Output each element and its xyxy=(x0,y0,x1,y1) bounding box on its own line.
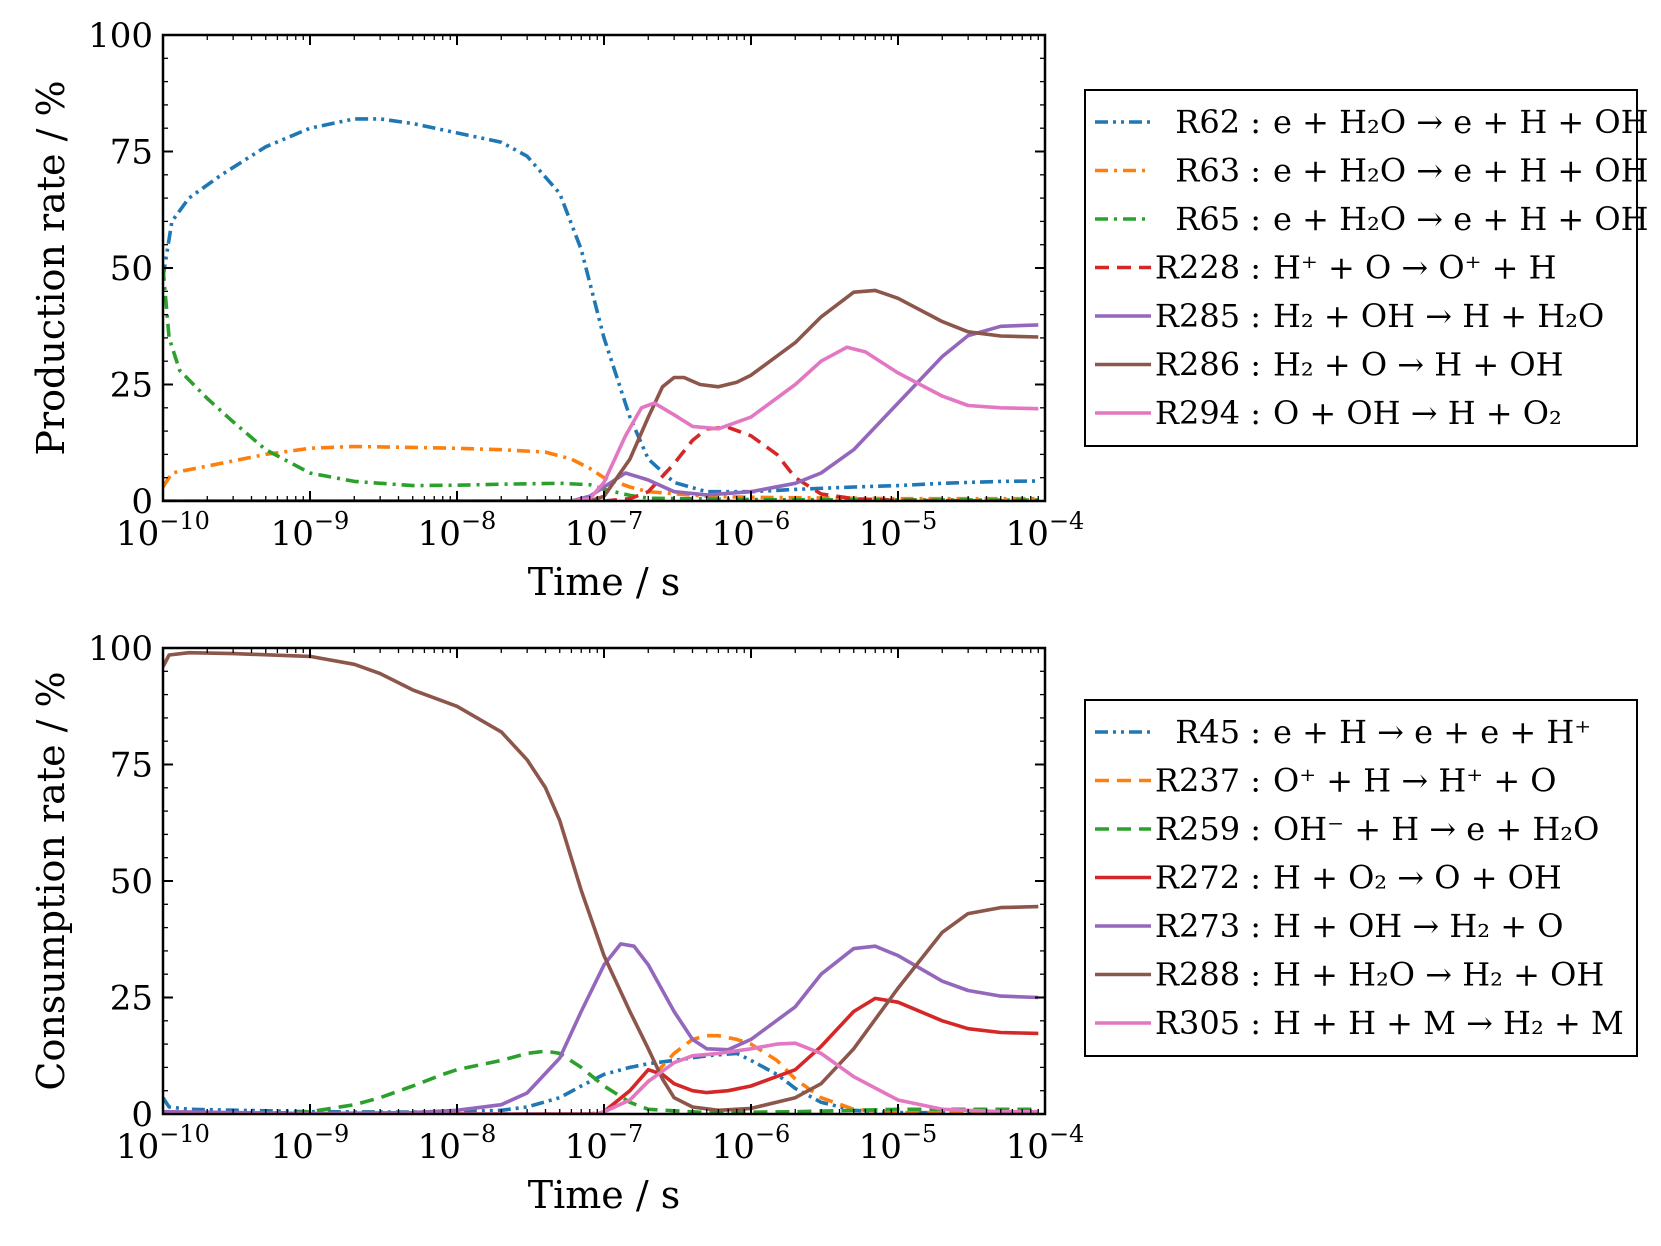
x-tick-label: 10−8 xyxy=(418,1120,497,1167)
legend-equation: H + H₂O → H₂ + OH xyxy=(1273,956,1604,994)
x-tick-label: 10−9 xyxy=(271,1120,350,1167)
y-tick-label: 100 xyxy=(88,629,153,669)
y-tick-label: 50 xyxy=(110,862,153,902)
y-tick-label: 25 xyxy=(110,979,153,1019)
legend-equation: H + O₂ → O + OH xyxy=(1273,859,1562,897)
y-ticks: 0 25 50 75 100 xyxy=(88,629,1045,1135)
series-line-r228 xyxy=(163,425,1039,501)
y-ticks: 0 25 50 75 100 xyxy=(88,16,1045,522)
series-line-r288 xyxy=(163,650,1039,1113)
legend-equation: H₂ + O → H + OH xyxy=(1273,346,1563,384)
y-tick-label: 0 xyxy=(131,482,153,522)
legend-label: R272 : xyxy=(1155,859,1261,897)
y-axis-title: Consumption rate / % xyxy=(29,671,73,1090)
y-tick-label: 100 xyxy=(88,16,153,56)
legend-equation: H⁺ + O → O⁺ + H xyxy=(1273,249,1557,287)
legend-label: R45 : xyxy=(1175,713,1261,751)
x-tick-label: 10−5 xyxy=(859,507,938,554)
production-chart: 10−10 10−9 10−8 10−7 10−6 10−5 10−4 0 25 50 75 100 T… xyxy=(29,16,1649,604)
y-tick-label: 75 xyxy=(110,746,153,786)
x-tick-label: 10−7 xyxy=(565,1120,644,1167)
legend-label: R237 : xyxy=(1155,762,1261,800)
legend-equation: e + H₂O → e + H + OH xyxy=(1273,200,1649,238)
legend-box xyxy=(1084,699,1638,1057)
x-ticks: 10−10 10−9 10−8 10−7 10−6 10−5 10−4 xyxy=(116,648,1084,1167)
x-tick-label: 10−6 xyxy=(712,1120,791,1167)
series-line-r259 xyxy=(163,1049,1039,1114)
legend-equation: H + OH → H₂ + O xyxy=(1273,907,1563,945)
legend-equation: e + H₂O → e + H + OH xyxy=(1273,103,1649,141)
legend: R45 : e + H → e + e + H⁺ R237 : O⁺ + H → H⁺… xyxy=(1084,699,1638,1057)
y-tick-label: 75 xyxy=(110,133,153,173)
series-line-r237 xyxy=(163,1033,1039,1114)
series-line-r45 xyxy=(163,1051,1039,1114)
x-tick-label: 10−7 xyxy=(565,507,644,554)
legend-label: R65 : xyxy=(1175,200,1261,238)
legend-equation: O⁺ + H → H⁺ + O xyxy=(1273,762,1557,800)
plot-frame xyxy=(161,33,1047,503)
x-axis-title: Time / s xyxy=(528,560,680,604)
x-tick-label: 10−10 xyxy=(116,1120,210,1167)
legend-equation: H + H + M → H₂ + M xyxy=(1273,1004,1624,1042)
series-line-r272 xyxy=(163,996,1039,1114)
consumption-chart: 10−10 10−9 10−8 10−7 10−6 10−5 10−4 0 25 50 75 100 T… xyxy=(29,629,1638,1217)
x-ticks: 10−10 10−9 10−8 10−7 10−6 10−5 10−4 xyxy=(116,35,1084,554)
legend-box xyxy=(1084,89,1638,447)
legend-label: R63 : xyxy=(1175,152,1261,190)
x-tick-label: 10−10 xyxy=(116,507,210,554)
legend-label: R228 : xyxy=(1155,249,1261,287)
legend-label: R294 : xyxy=(1155,394,1261,432)
series-line-r62 xyxy=(163,117,1039,494)
legend-label: R305 : xyxy=(1155,1004,1261,1042)
y-tick-label: 25 xyxy=(110,366,153,406)
y-tick-label: 0 xyxy=(131,1095,153,1135)
series-line-r294 xyxy=(163,345,1039,501)
legend-equation: e + H → e + e + H⁺ xyxy=(1273,713,1591,751)
legend-equation: H₂ + OH → H + H₂O xyxy=(1273,297,1604,335)
x-tick-label: 10−5 xyxy=(859,1120,938,1167)
y-tick-label: 50 xyxy=(110,249,153,289)
x-tick-label: 10−6 xyxy=(712,507,791,554)
legend-equation: O + OH → H + O₂ xyxy=(1273,394,1562,432)
legend-label: R259 : xyxy=(1155,810,1261,848)
series-line-r273 xyxy=(163,942,1039,1114)
legend-label: R288 : xyxy=(1155,956,1261,994)
series-line-r305 xyxy=(163,1041,1039,1114)
plot-frame xyxy=(161,646,1047,1116)
x-axis-title: Time / s xyxy=(528,1173,680,1217)
legend-label: R62 : xyxy=(1175,103,1261,141)
legend-label: R286 : xyxy=(1155,346,1261,384)
x-tick-label: 10−9 xyxy=(271,507,350,554)
legend: R62 : e + H₂O → e + H + OH R63 : e + H₂O → … xyxy=(1084,89,1649,447)
series-line-r286 xyxy=(163,288,1039,501)
legend-label: R285 : xyxy=(1155,297,1261,335)
legend-equation: OH⁻ + H → e + H₂O xyxy=(1273,810,1599,848)
legend-label: R273 : xyxy=(1155,907,1261,945)
y-axis-title: Production rate / % xyxy=(29,80,73,455)
legend-equation: e + H₂O → e + H + OH xyxy=(1273,152,1649,190)
x-tick-label: 10−8 xyxy=(418,507,497,554)
series-group xyxy=(163,650,1039,1114)
x-tick-label: 10−4 xyxy=(1006,507,1085,554)
series-group xyxy=(163,117,1039,501)
x-tick-label: 10−4 xyxy=(1006,1120,1085,1167)
